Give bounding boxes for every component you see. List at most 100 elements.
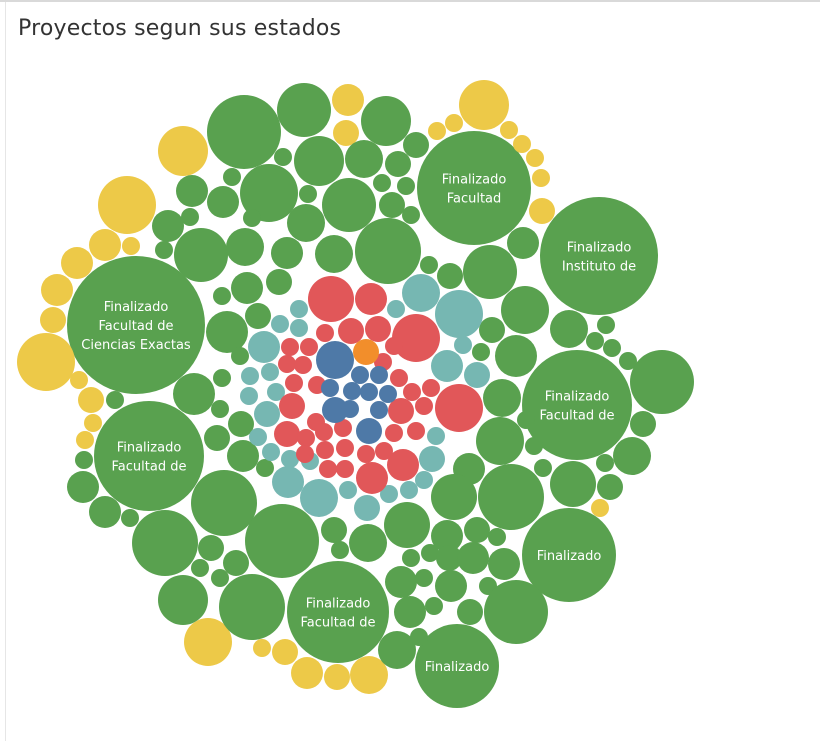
bubble-finalizado[interactable] [437, 263, 463, 289]
bubble-teal-status[interactable] [267, 383, 285, 401]
bubble-finalizado[interactable] [457, 599, 483, 625]
bubble-red-status[interactable] [385, 337, 403, 355]
bubble-finalizado[interactable] [425, 597, 443, 615]
bubble-finalizado[interactable] [403, 132, 429, 158]
bubble-finalizado[interactable] [245, 504, 319, 578]
bubble-blue-status[interactable] [379, 385, 397, 403]
bubble-finalizado[interactable] [361, 96, 411, 146]
bubble-teal-status[interactable] [261, 363, 279, 381]
bubble-finalizado[interactable] [191, 559, 209, 577]
bubble-yellow-status[interactable] [98, 176, 156, 234]
bubble-red-status[interactable] [385, 424, 403, 442]
bubble-red-status[interactable] [285, 374, 303, 392]
bubble-finalizado[interactable] [121, 509, 139, 527]
bubble-finalizado[interactable] [464, 517, 490, 543]
bubble-finalizado[interactable] [484, 580, 548, 644]
bubble-finalizado[interactable] [402, 206, 420, 224]
bubble-finalizado[interactable] [266, 269, 292, 295]
bubble-finalizado[interactable] [345, 140, 383, 178]
bubble-finalizado[interactable] [67, 471, 99, 503]
bubble-yellow-status[interactable] [122, 237, 140, 255]
bubble-finalizado[interactable] [321, 517, 347, 543]
bubble-finalizado[interactable] [271, 237, 303, 269]
bubble-teal-status[interactable] [415, 471, 433, 489]
bubble-finalizado[interactable] [402, 549, 420, 567]
bubble-finalizado[interactable] [415, 569, 433, 587]
bubble-finalizado[interactable] [294, 136, 344, 186]
bubble-red-status[interactable] [422, 379, 440, 397]
bubble-finalizado[interactable] [349, 524, 387, 562]
bubble-finalizado[interactable] [322, 178, 376, 232]
bubble-finalizado[interactable] [67, 256, 205, 394]
bubble-blue-status[interactable] [341, 400, 359, 418]
bubble-finalizado[interactable] [198, 535, 224, 561]
bubble-yellow-status[interactable] [333, 120, 359, 146]
bubble-finalizado[interactable] [415, 624, 499, 708]
bubble-yellow-status[interactable] [445, 114, 463, 132]
bubble-teal-status[interactable] [254, 401, 280, 427]
bubble-yellow-status[interactable] [89, 229, 121, 261]
bubble-teal-status[interactable] [400, 481, 418, 499]
bubble-finalizado[interactable] [431, 474, 477, 520]
bubble-teal-status[interactable] [290, 300, 308, 318]
bubble-teal-status[interactable] [300, 479, 338, 517]
bubble-yellow-status[interactable] [529, 198, 555, 224]
bubble-finalizado[interactable] [94, 401, 204, 511]
bubble-yellow-status[interactable] [158, 126, 208, 176]
bubble-finalizado[interactable] [355, 218, 421, 284]
bubble-finalizado[interactable] [436, 545, 462, 571]
bubble-finalizado[interactable] [176, 175, 208, 207]
bubble-yellow-status[interactable] [253, 639, 271, 657]
bubble-red-status[interactable] [388, 398, 414, 424]
bubble-blue-status[interactable] [351, 366, 369, 384]
bubble-yellow-status[interactable] [61, 247, 93, 279]
bubble-finalizado[interactable] [410, 628, 428, 646]
bubble-finalizado[interactable] [173, 373, 215, 415]
bubble-finalizado[interactable] [483, 379, 521, 417]
bubble-orange-status[interactable] [353, 339, 379, 365]
bubble-red-status[interactable] [316, 441, 334, 459]
bubble-red-status[interactable] [387, 449, 419, 481]
bubble-finalizado[interactable] [597, 474, 623, 500]
bubble-red-status[interactable] [281, 338, 299, 356]
bubble-finalizado[interactable] [231, 272, 263, 304]
bubble-teal-status[interactable] [435, 290, 483, 338]
bubble-yellow-status[interactable] [459, 80, 509, 130]
bubble-finalizado[interactable] [420, 256, 438, 274]
bubble-red-status[interactable] [336, 460, 354, 478]
bubble-yellow-status[interactable] [41, 274, 73, 306]
bubble-teal-status[interactable] [240, 387, 258, 405]
bubble-red-status[interactable] [278, 355, 296, 373]
bubble-yellow-status[interactable] [532, 169, 550, 187]
bubble-finalizado[interactable] [106, 391, 124, 409]
bubble-finalizado[interactable] [219, 574, 285, 640]
bubble-finalizado[interactable] [207, 95, 281, 169]
bubble-red-status[interactable] [403, 383, 421, 401]
bubble-blue-status[interactable] [360, 383, 378, 401]
bubble-yellow-status[interactable] [350, 656, 388, 694]
bubble-teal-status[interactable] [387, 300, 405, 318]
bubble-finalizado[interactable] [227, 440, 259, 472]
bubble-yellow-status[interactable] [428, 122, 446, 140]
bubble-teal-status[interactable] [419, 446, 445, 472]
bubble-red-status[interactable] [316, 324, 334, 342]
bubble-finalizado[interactable] [478, 464, 544, 530]
bubble-red-status[interactable] [435, 384, 483, 432]
bubble-teal-status[interactable] [241, 367, 259, 385]
bubble-red-status[interactable] [297, 429, 315, 447]
bubble-red-status[interactable] [357, 445, 375, 463]
bubble-finalizado[interactable] [421, 544, 439, 562]
bubble-finalizado[interactable] [75, 451, 93, 469]
bubble-finalizado[interactable] [155, 241, 173, 259]
bubble-finalizado[interactable] [331, 541, 349, 559]
bubble-blue-status[interactable] [370, 401, 388, 419]
bubble-finalizado[interactable] [495, 335, 537, 377]
bubble-teal-status[interactable] [380, 485, 398, 503]
bubble-finalizado[interactable] [378, 631, 416, 669]
bubble-yellow-status[interactable] [76, 431, 94, 449]
bubble-finalizado[interactable] [522, 350, 632, 460]
bubble-finalizado[interactable] [472, 343, 490, 361]
bubble-finalizado[interactable] [417, 131, 531, 245]
bubble-finalizado[interactable] [384, 502, 430, 548]
bubble-red-status[interactable] [407, 422, 425, 440]
